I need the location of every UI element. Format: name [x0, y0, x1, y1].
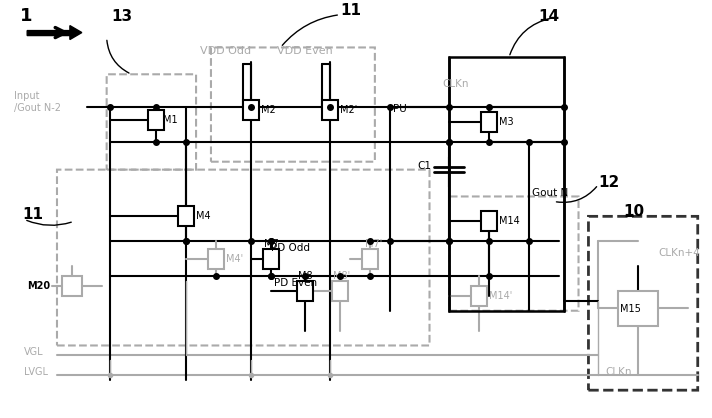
Text: CLKn+4: CLKn+4 [658, 248, 700, 258]
Text: M4: M4 [196, 212, 211, 222]
Bar [333, 281, 348, 301]
Text: C1: C1 [418, 161, 431, 171]
Text: M8': M8' [333, 271, 350, 281]
Text: M4': M4' [226, 254, 243, 264]
Text: M2': M2' [340, 105, 357, 115]
Bar [471, 286, 487, 306]
Bar [618, 291, 658, 326]
Bar [481, 112, 497, 132]
Text: VDD Odd: VDD Odd [200, 46, 251, 56]
Text: 14: 14 [539, 9, 560, 24]
Bar [62, 276, 82, 296]
Text: M1: M1 [163, 115, 178, 125]
Text: 12: 12 [598, 175, 619, 189]
Text: M7': M7' [365, 239, 382, 249]
Text: 11: 11 [340, 3, 361, 18]
Text: CLKn: CLKn [605, 367, 632, 377]
Polygon shape [27, 25, 82, 40]
Text: M14': M14' [489, 291, 513, 301]
Text: PD Even: PD Even [274, 278, 317, 288]
Text: M15: M15 [620, 304, 641, 314]
Text: Input
/Gout N-2: Input /Gout N-2 [14, 91, 61, 113]
Bar [449, 57, 564, 311]
Bar [263, 249, 278, 269]
Text: Gout N: Gout N [532, 189, 568, 199]
Text: PD Odd: PD Odd [271, 243, 310, 253]
Text: VGL: VGL [24, 347, 44, 357]
Text: LVGL: LVGL [24, 367, 48, 377]
Bar [323, 100, 338, 120]
Text: M8: M8 [298, 271, 313, 281]
Text: CLKn: CLKn [442, 79, 468, 89]
Text: 1: 1 [20, 7, 33, 25]
Bar [243, 100, 258, 120]
Bar [178, 206, 194, 226]
Text: M14: M14 [499, 216, 520, 226]
Text: PU: PU [393, 104, 407, 114]
Text: VDD Even: VDD Even [278, 46, 333, 56]
Text: M3: M3 [499, 117, 513, 127]
Text: M7: M7 [263, 239, 278, 249]
Text: 13: 13 [112, 9, 132, 24]
Text: 10: 10 [623, 204, 644, 219]
Bar [148, 110, 164, 130]
Text: M20: M20 [27, 281, 50, 291]
Bar [298, 281, 313, 301]
Text: 11: 11 [22, 207, 43, 222]
Bar [481, 212, 497, 231]
Bar [362, 249, 378, 269]
Text: M2: M2 [261, 105, 276, 115]
Bar [208, 249, 224, 269]
